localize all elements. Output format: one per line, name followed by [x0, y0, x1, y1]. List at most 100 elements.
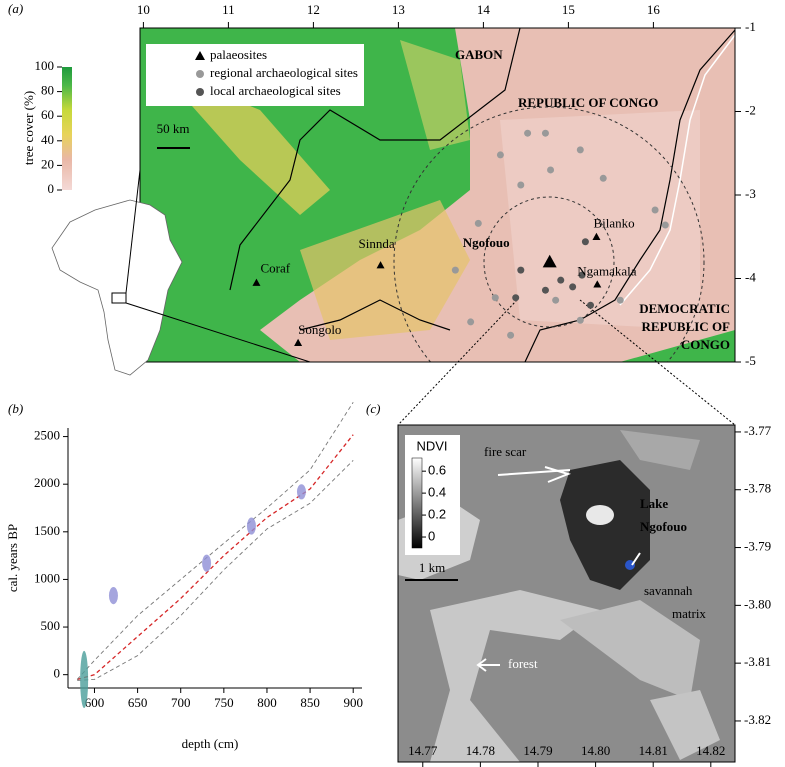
- model-line: [77, 434, 354, 681]
- image-label: Ngofouo: [640, 519, 687, 534]
- regional-site: [474, 219, 482, 227]
- palaeosite: [593, 280, 602, 288]
- legend-label: regional archaeological sites: [210, 65, 358, 80]
- x-tick-label: 15: [562, 2, 575, 17]
- inset-connector: [125, 302, 311, 363]
- panel-label: (b): [8, 401, 23, 416]
- local-site: [569, 283, 577, 291]
- regional-site: [541, 129, 549, 137]
- local-site: [578, 271, 586, 279]
- x-tick-label: 13: [392, 2, 405, 17]
- x-tick-label: 10: [137, 2, 150, 17]
- regional-site: [451, 266, 459, 274]
- x-tick-label: 850: [300, 695, 320, 710]
- scale-label: 1 km: [419, 560, 445, 575]
- site-label: Ngofouo: [463, 235, 510, 250]
- x-tick-label: 650: [128, 695, 148, 710]
- x-tick-label: 16: [647, 2, 661, 17]
- x-tick-label: 11: [222, 2, 235, 17]
- y-tick-label: -3.82: [744, 712, 771, 727]
- x-tick-label: 900: [343, 695, 363, 710]
- y-tick-label: 2000: [34, 475, 60, 490]
- colorbar-tick-label: 0: [48, 181, 55, 196]
- x-tick-label: 12: [307, 2, 320, 17]
- model-line: [77, 460, 354, 681]
- colorbar-tick-label: 20: [41, 156, 54, 171]
- x-tick-label: 14.79: [523, 743, 552, 758]
- colorbar-tick-label: 0.2: [428, 507, 446, 522]
- legend-label: palaeosites: [210, 47, 267, 62]
- date-distribution: [246, 517, 256, 535]
- regional-site: [524, 129, 532, 137]
- legend-symbol: [195, 51, 205, 60]
- local-site: [541, 286, 549, 294]
- inset-africa: [51, 199, 183, 376]
- regional-site: [616, 296, 624, 304]
- panel-label: (c): [366, 401, 380, 416]
- y-tick-label: 500: [41, 618, 61, 633]
- country-label: REPUBLIC OF CONGO: [518, 95, 658, 110]
- country-label: CONGO: [681, 337, 730, 352]
- image-label: forest: [508, 656, 538, 671]
- regional-site: [599, 174, 607, 182]
- legend-symbol: [196, 88, 204, 96]
- palaeosite: [542, 254, 557, 268]
- inset-connector: [125, 169, 141, 294]
- regional-site: [576, 316, 584, 324]
- y-tick-label: -2: [745, 102, 756, 117]
- x-tick-label: 800: [257, 695, 277, 710]
- regional-site: [661, 221, 669, 229]
- local-site: [512, 294, 520, 302]
- map-c-frame: [397, 424, 736, 763]
- zoom-connector: [579, 299, 736, 426]
- y-tick-label: -3.78: [744, 481, 771, 496]
- scale-label: 50 km: [157, 121, 190, 136]
- colorbar: [62, 67, 72, 190]
- palaeosite: [294, 338, 303, 346]
- y-tick-label: -1: [745, 19, 756, 34]
- local-site: [557, 276, 565, 284]
- x-tick-label: 14.81: [639, 743, 668, 758]
- x-tick-label: 14.80: [581, 743, 610, 758]
- y-tick-label: -3.81: [744, 654, 771, 669]
- model-line: [76, 402, 354, 680]
- colorbar-tick-label: 0.4: [428, 485, 446, 500]
- colorbar-tick-label: 100: [35, 58, 55, 73]
- x-tick-label: 14.77: [408, 743, 438, 758]
- date-distribution: [296, 484, 306, 500]
- y-tick-label: -3.80: [744, 596, 771, 611]
- ndvi-image: [398, 425, 735, 762]
- y-tick-label: 1500: [34, 523, 60, 538]
- local-site: [587, 301, 594, 309]
- colorbar-label: tree cover (%): [21, 91, 36, 165]
- country-label: REPUBLIC OF: [642, 319, 731, 334]
- regional-site: [576, 146, 584, 154]
- local-site: [517, 266, 525, 274]
- x-tick-label: 600: [85, 695, 105, 710]
- image-label: matrix: [672, 606, 706, 621]
- palaeosite: [376, 261, 385, 269]
- inset-box: [111, 292, 127, 304]
- legend-label: local archaeological sites: [210, 83, 341, 98]
- colorbar-tick-label: 0: [428, 528, 435, 543]
- regional-site: [496, 151, 504, 159]
- regional-site: [552, 296, 560, 304]
- colorbar-tick-label: 0.6: [428, 463, 446, 478]
- x-axis-label: depth (cm): [182, 736, 239, 751]
- image-label: fire scar: [484, 444, 527, 459]
- site-label: Songolo: [298, 322, 341, 337]
- y-axis-label: cal. years BP: [5, 524, 20, 592]
- country-label: DEMOCRATIC: [639, 301, 730, 316]
- y-tick-label: -5: [745, 353, 756, 368]
- local-site: [581, 238, 589, 246]
- regional-site: [507, 331, 515, 339]
- y-tick-label: 1000: [34, 570, 60, 585]
- regional-site: [467, 318, 475, 326]
- map-a-background: [140, 28, 735, 362]
- palaeosite: [592, 232, 601, 240]
- y-tick-label: -4: [745, 269, 756, 284]
- legend-symbol: [196, 70, 204, 78]
- y-tick-label: -3.79: [744, 539, 771, 554]
- colorbar-tick-label: 40: [41, 132, 54, 147]
